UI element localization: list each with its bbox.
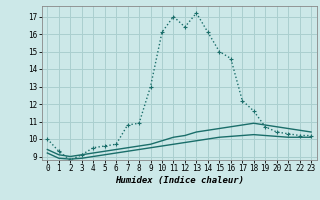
X-axis label: Humidex (Indice chaleur): Humidex (Indice chaleur)	[115, 176, 244, 185]
